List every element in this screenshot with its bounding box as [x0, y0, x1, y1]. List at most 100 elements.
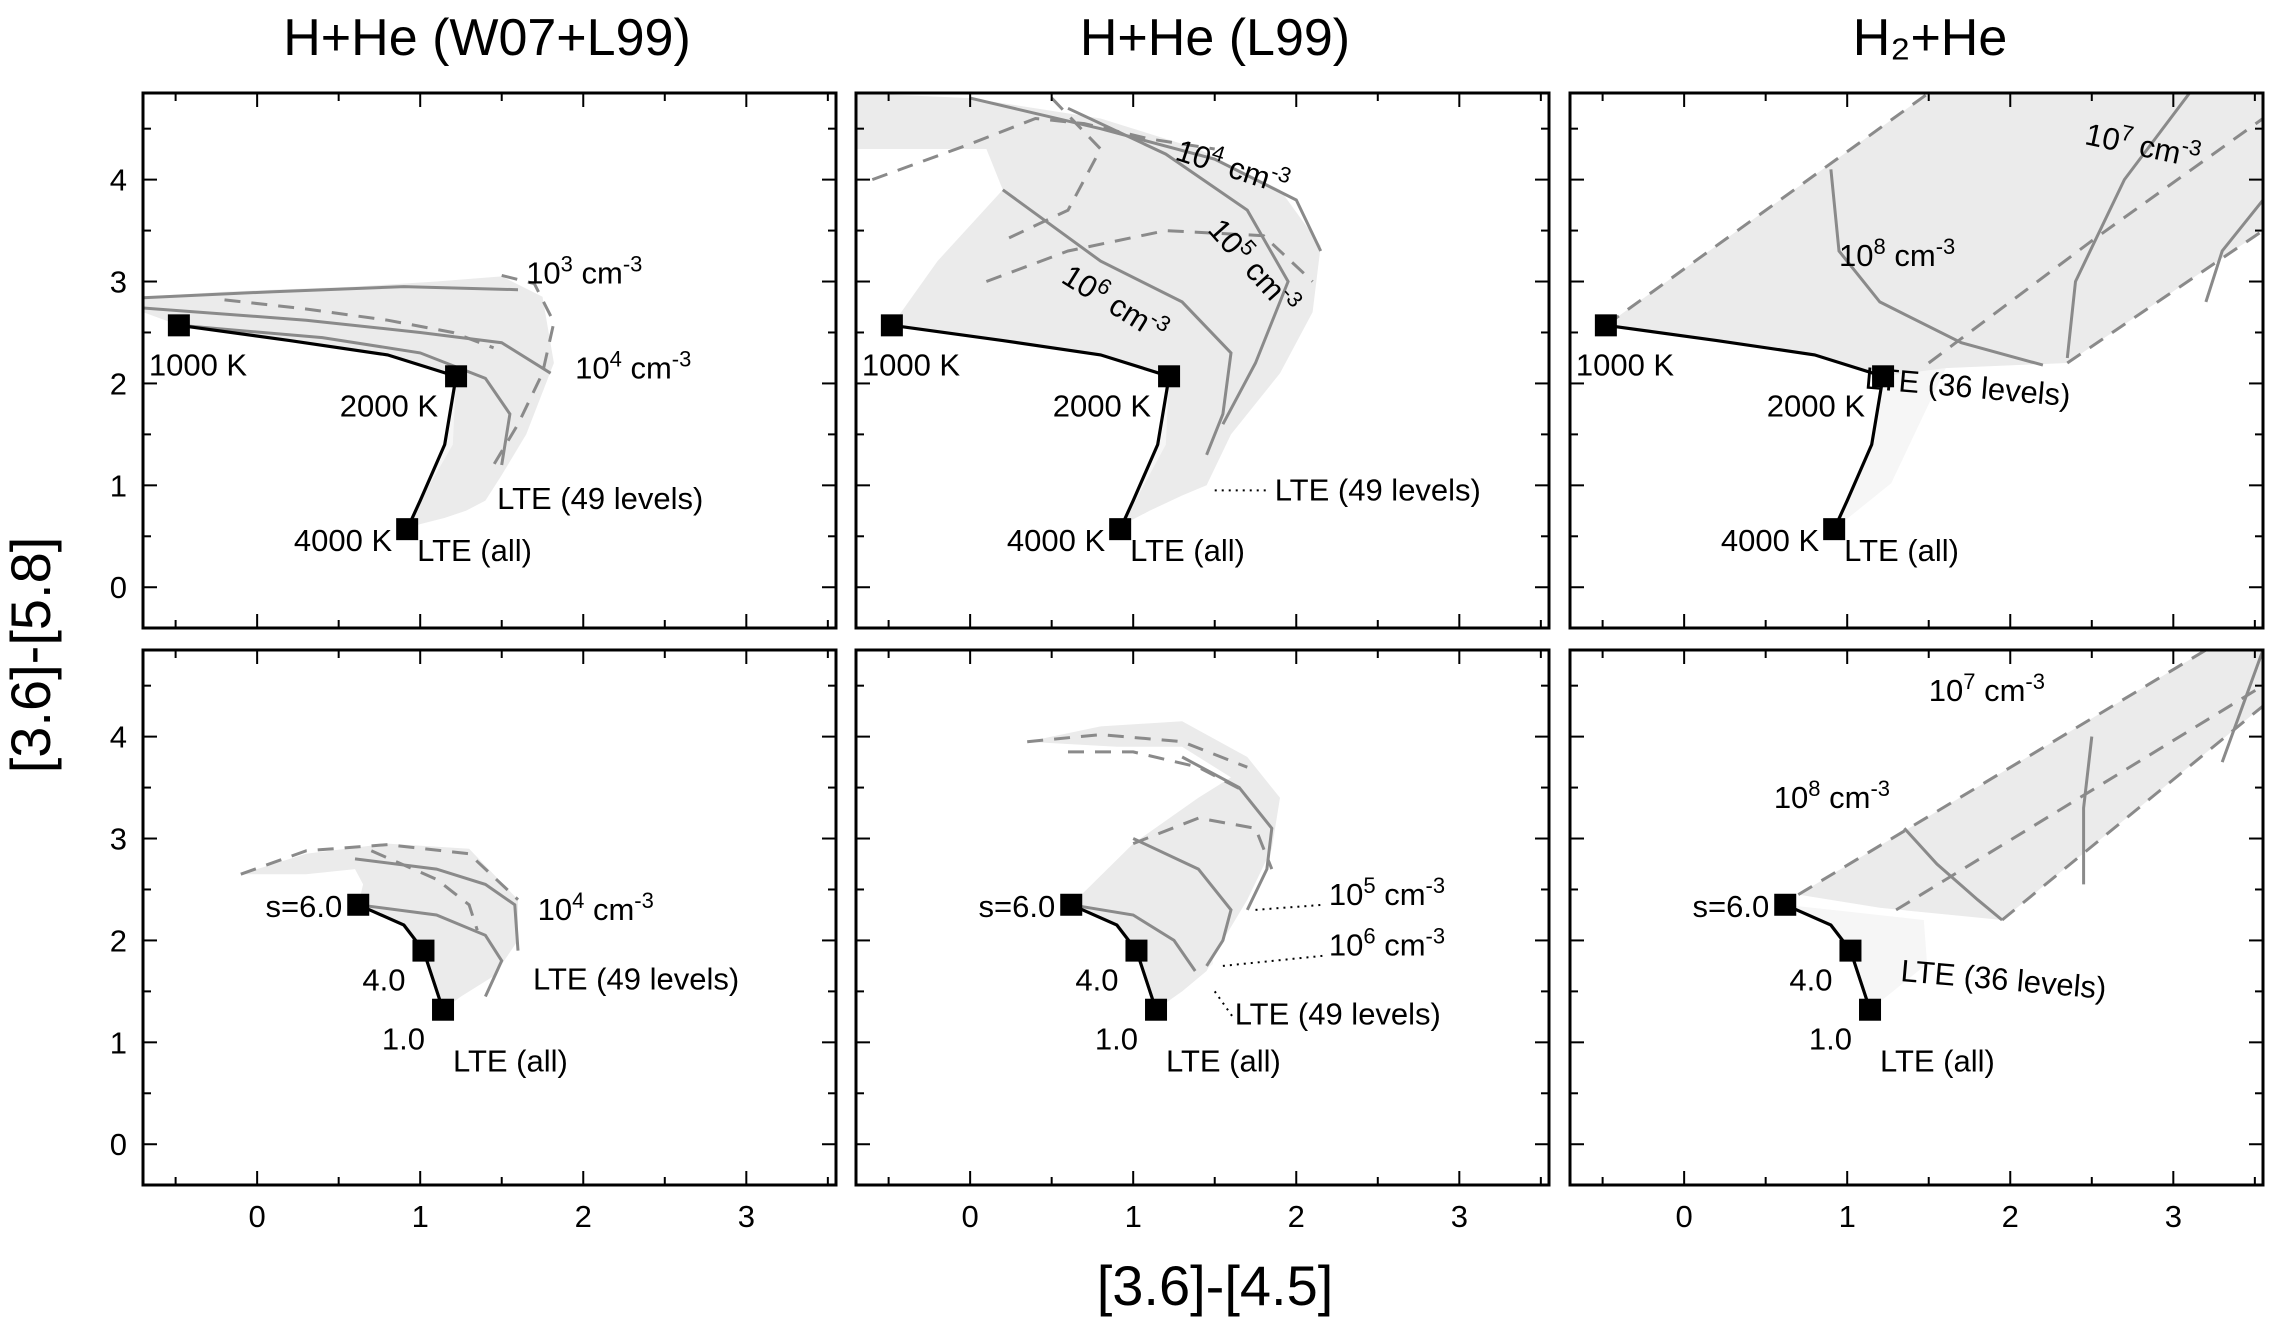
- density-contour-1: [143, 285, 519, 300]
- leader-line: [1222, 954, 1324, 967]
- density-contour-3: [1001, 188, 1233, 456]
- lte-marker-3: [1109, 518, 1132, 541]
- x-tick-label: 1: [1839, 1199, 1856, 1234]
- density-contour-3: [2204, 199, 2263, 303]
- column-title-2: H+He (L99): [1080, 9, 1350, 67]
- nlte-region: [240, 843, 519, 1010]
- y-tick-label: 4: [110, 720, 127, 755]
- lte-all-label: LTE (all): [1130, 533, 1245, 568]
- marker-label-2: 4.0: [362, 963, 405, 998]
- density-label-1: 105​ cm-3​: [1329, 873, 1445, 912]
- temperature-contour-2: [1895, 684, 2263, 912]
- lte-all-label: LTE (all): [417, 533, 532, 568]
- x-tick-label: 3: [738, 1199, 755, 1234]
- lte-marker-1: [1774, 893, 1797, 916]
- density-contour-3: [1070, 903, 1197, 972]
- plot-area: [1027, 721, 1280, 1011]
- y-tick-label: 1: [110, 468, 127, 503]
- lte-marker-3: [396, 518, 419, 541]
- marker-label-2: 2000 K: [1767, 388, 1866, 423]
- panel-index-2: s=6.0 4.0 1.0 LTE (all) LTE (49 levels) 105​ …: [854, 648, 1551, 1234]
- lte-marker-1: [1594, 314, 1617, 337]
- panel-index-1: s=6.0 4.0 1.0 LTE (all) LTE (49 levels) 104​ …: [110, 648, 838, 1234]
- lte-marker-2: [412, 939, 435, 962]
- x-tick-label: 0: [962, 1199, 979, 1234]
- lte-marker-1: [1060, 893, 1083, 916]
- lte-track: [1784, 903, 1872, 1011]
- density-contour-2: [2065, 93, 2191, 359]
- marker-label-1: s=6.0: [266, 889, 343, 924]
- lte-track: [357, 903, 445, 1011]
- lte-all-label: LTE (all): [1166, 1044, 1281, 1079]
- marker-label-2: 2000 K: [1053, 388, 1152, 423]
- lte-levels-label: LTE (49 levels): [533, 962, 739, 997]
- lte-all-label: LTE (all): [1880, 1044, 1995, 1079]
- temperature-contour-2: [1068, 750, 1248, 795]
- temperature-contour-3: [2066, 229, 2263, 365]
- plot-frame: [854, 648, 1551, 1187]
- lte-marker-1: [347, 893, 370, 916]
- lte-levels-label: LTE (49 levels): [1235, 997, 1441, 1032]
- x-tick-label: 1: [412, 1199, 429, 1234]
- lte-track: [1070, 903, 1158, 1011]
- y-tick-label: 0: [110, 570, 127, 605]
- panel-temperature-1: 1000 K 2000 K 4000 K LTE (all) LTE (49 level…: [110, 91, 838, 630]
- plot-frame: [1568, 91, 2265, 630]
- temperature-contour-3: [1132, 816, 1274, 870]
- density-label-1: 104​ cm-3​: [538, 888, 654, 927]
- marker-label-1: 1000 K: [862, 347, 961, 382]
- density-contour-2: [358, 903, 504, 998]
- lte-marker-2: [1158, 365, 1181, 388]
- marker-label-2: 2000 K: [340, 388, 439, 423]
- marker-label-3: 4000 K: [294, 523, 393, 558]
- marker-label-2: 4.0: [1075, 963, 1118, 998]
- x-tick-label: 2: [575, 1199, 592, 1234]
- marker-label-3: 4000 K: [1007, 523, 1106, 558]
- density-contour-2: [2082, 736, 2094, 885]
- y-tick-label: 3: [110, 265, 127, 300]
- plot-frame: [854, 91, 1551, 630]
- lte-levels-label: LTE (36 levels): [1899, 953, 2107, 1006]
- y-tick-label: 2: [110, 923, 127, 958]
- temperature-contour-1: [492, 273, 556, 466]
- density-label-1: 107​ cm-3​: [1929, 669, 2045, 708]
- x-tick-label: 0: [1676, 1199, 1693, 1234]
- marker-label-1: s=6.0: [979, 889, 1056, 924]
- x-axis-title: [3.6]-[4.5]: [1097, 1254, 1334, 1317]
- density-contour-1: [1903, 827, 2004, 922]
- lte-marker-2: [1872, 365, 1895, 388]
- plot-area: [1605, 93, 2263, 530]
- nlte-region: [143, 276, 554, 530]
- temperature-contour-1: [240, 843, 520, 901]
- density-contour-2: [143, 306, 552, 375]
- density-contour-1: [354, 857, 520, 951]
- lte-marker-3: [1823, 518, 1846, 541]
- lte-marker-1: [880, 314, 903, 337]
- marker-label-1: s=6.0: [1693, 889, 1770, 924]
- y-tick-label: 4: [110, 163, 127, 198]
- column-titles: H+He (W07+L99) H+He (L99) H₂+He: [283, 9, 2007, 67]
- plot-frame: [141, 91, 838, 630]
- temperature-contour-1: [1027, 733, 1248, 769]
- y-axis-title: [3.6]-[5.8]: [0, 537, 62, 774]
- panel-temperature-2: 1000 K 2000 K 4000 K LTE (all) LTE (49 level…: [854, 91, 1551, 630]
- marker-label-3: 4000 K: [1721, 523, 1820, 558]
- nlte-region: [856, 93, 1321, 530]
- x-tick-label: 3: [1451, 1199, 1468, 1234]
- y-tick-label: 1: [110, 1025, 127, 1060]
- lte-levels-label: LTE (49 levels): [1275, 472, 1481, 507]
- y-tick-label: 3: [110, 822, 127, 857]
- temperature-contour-1: [1927, 117, 2263, 365]
- nlte-region: [1798, 650, 2263, 920]
- density-contour-1: [1829, 169, 2044, 367]
- lte-marker-2: [445, 365, 468, 388]
- density-label-1: 103​ cm-3​: [526, 252, 642, 291]
- marker-label-1: 1000 K: [1576, 347, 1675, 382]
- lte-all-label: LTE (all): [1844, 533, 1959, 568]
- column-title-3: H₂+He: [1853, 9, 2008, 67]
- panel-index-3: s=6.0 4.0 1.0 LTE (all) LTE (36 levels) 107​ …: [1568, 648, 2265, 1234]
- x-tick-label: 0: [249, 1199, 266, 1234]
- plot-frame: [141, 648, 838, 1187]
